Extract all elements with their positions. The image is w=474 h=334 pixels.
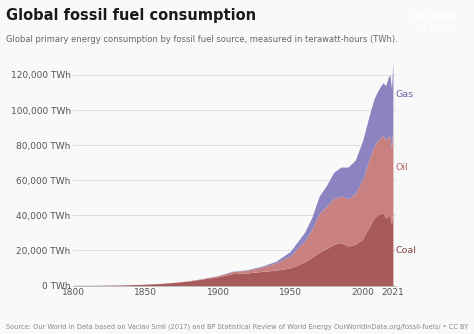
Text: Our World
in Data: Our World in Data (411, 12, 456, 33)
Text: OurWorldInData.org/fossil-fuels/ • CC BY: OurWorldInData.org/fossil-fuels/ • CC BY (334, 324, 468, 330)
Text: Global primary energy consumption by fossil fuel source, measured in terawatt-ho: Global primary energy consumption by fos… (6, 35, 397, 44)
Text: Coal: Coal (396, 246, 417, 255)
Text: Source: Our World in Data based on Vaclav Smil (2017) and BP Statistical Review : Source: Our World in Data based on Vacla… (6, 324, 331, 330)
Text: Global fossil fuel consumption: Global fossil fuel consumption (6, 8, 256, 23)
Text: Gas: Gas (396, 90, 414, 99)
Text: Oil: Oil (396, 163, 409, 172)
